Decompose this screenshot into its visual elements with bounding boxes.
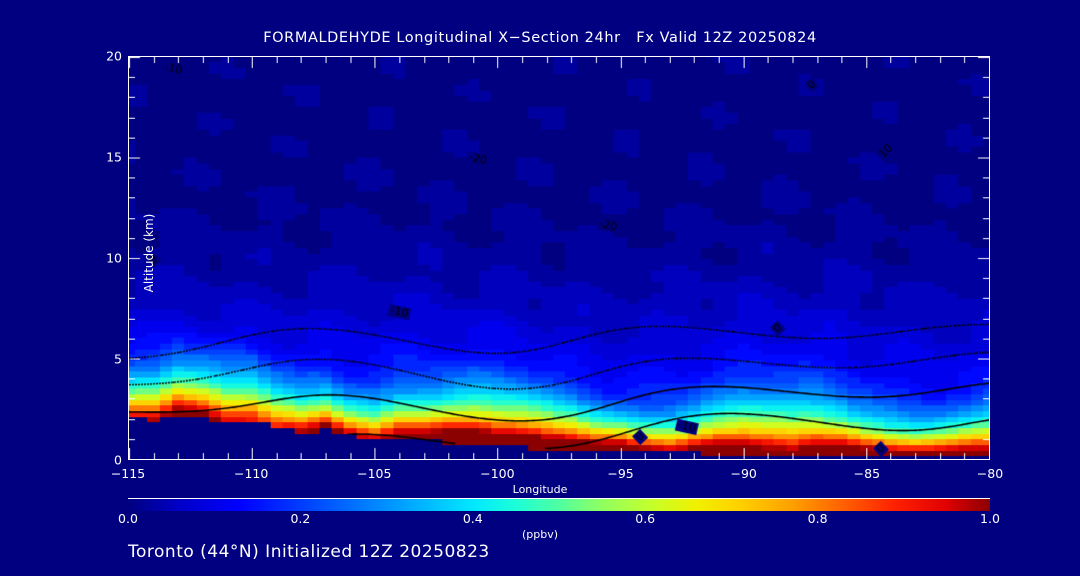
colorbar-gradient xyxy=(128,498,990,511)
x-tick-label: −115 xyxy=(110,466,146,481)
x-tick-label: −95 xyxy=(607,466,634,481)
y-tick-label: 15 xyxy=(106,149,122,165)
colorbar-unit-label: (ppbv) xyxy=(521,528,559,541)
colorbar-tick-label: 0.8 xyxy=(807,511,828,526)
cross-section-field xyxy=(129,57,989,459)
y-tick-label: 10 xyxy=(106,250,122,266)
colorbar-tick-label: 1.0 xyxy=(980,511,1000,526)
x-tick-label: −105 xyxy=(357,466,392,481)
colorbar xyxy=(128,498,990,511)
page-title: FORMALDEHYDE Longitudinal X−Section 24hr… xyxy=(263,30,817,46)
y-axis-ticks: 0 5 10 15 20 xyxy=(86,49,122,468)
colorbar-tick-label: 0.0 xyxy=(118,511,138,526)
colorbar-tick-label: 0.4 xyxy=(462,511,483,526)
footer-caption: Toronto (44°N) Initialized 12Z 20250823 xyxy=(128,542,490,562)
y-tick-label: 0 xyxy=(114,452,122,468)
x-tick-label: −90 xyxy=(730,466,757,481)
y-tick-label: 5 xyxy=(114,351,122,367)
x-tick-label: −85 xyxy=(853,466,881,481)
colorbar-tick-label: 0.6 xyxy=(635,511,656,526)
y-tick-label: 20 xyxy=(106,48,122,64)
x-axis-label: Longitude xyxy=(512,483,568,496)
colorbar-ticks: 0.0 0.2 0.4 0.6 0.8 1.0 xyxy=(118,511,1000,529)
x-tick-label: −100 xyxy=(480,466,515,481)
plot-area xyxy=(128,56,990,460)
x-axis-ticks: −115 −110 −105 −100 −95 −90 −85 −80 xyxy=(111,466,1003,484)
colorbar-tick-label: 0.2 xyxy=(290,511,311,526)
x-tick-label: −80 xyxy=(976,466,1004,481)
x-tick-label: −110 xyxy=(233,466,269,481)
